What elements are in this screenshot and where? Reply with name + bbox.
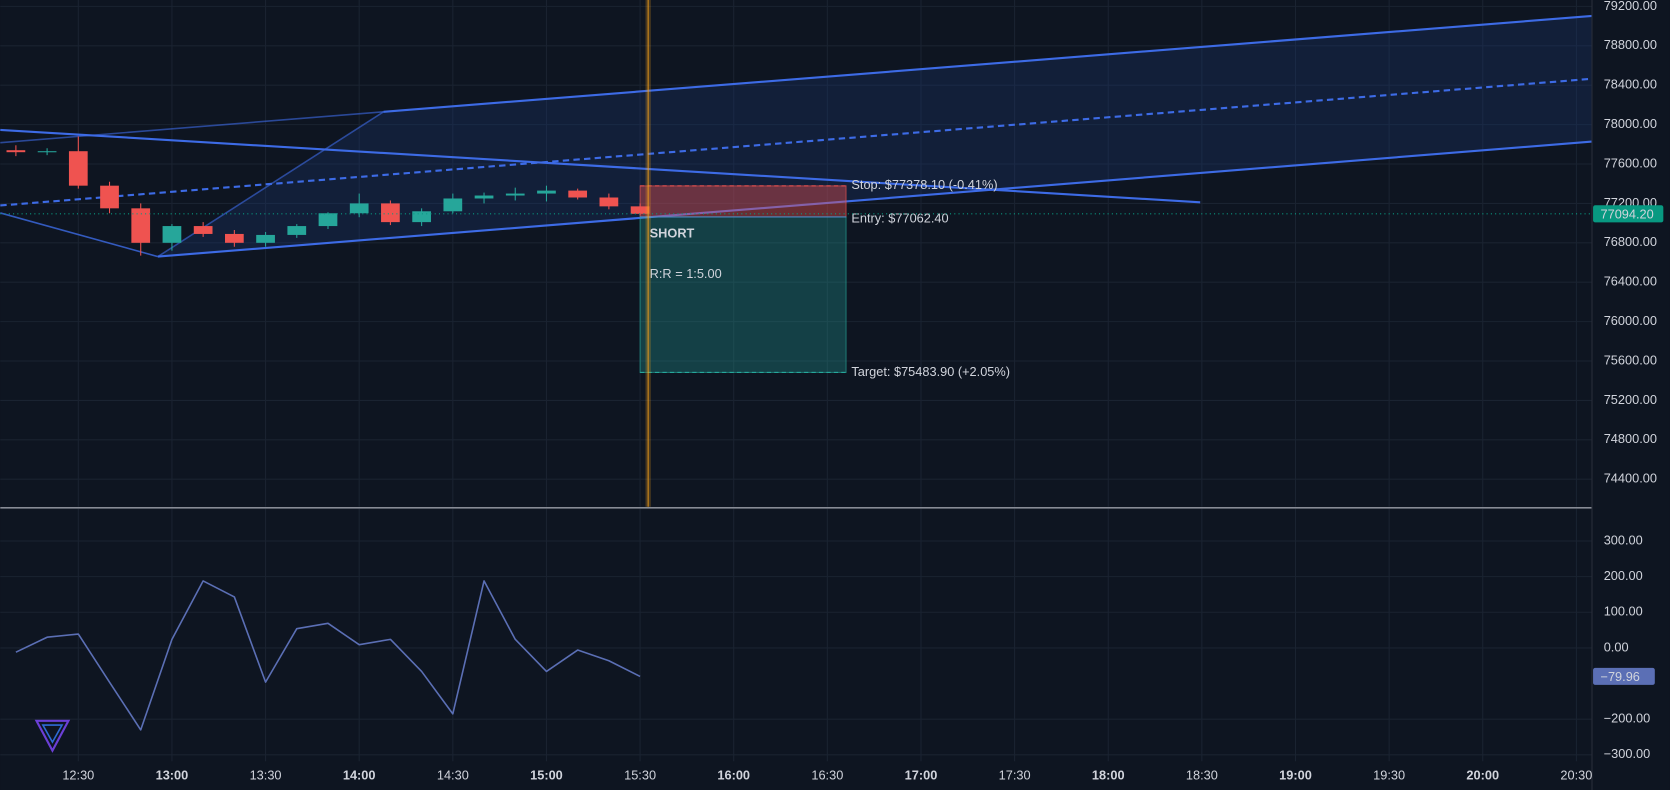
y-tick-label: 76000.00	[1604, 313, 1657, 328]
drawings	[0, 14, 1593, 258]
position-side: SHORT	[650, 225, 695, 240]
candle-body	[162, 226, 182, 243]
candle-body	[505, 193, 525, 196]
y-tick-label: 74400.00	[1604, 471, 1657, 486]
x-tick-label: 13:30	[250, 768, 282, 783]
y-tick-label: 79200.00	[1604, 0, 1657, 13]
candle-body	[630, 206, 650, 214]
candle-body	[6, 150, 26, 153]
logo-shape	[41, 724, 64, 744]
y-tick-label: 78400.00	[1604, 77, 1657, 92]
pitchfork-lower	[157, 140, 1593, 258]
x-tick-label: 13:00	[156, 768, 189, 783]
y-tick-label: 75200.00	[1604, 392, 1657, 407]
position-layer: Stop: $77378.10 (-0.41%) Entry: $77062.40…	[639, 177, 1010, 379]
candle-body	[599, 197, 619, 207]
x-tick-label: 18:00	[1092, 768, 1125, 783]
candle-body	[224, 233, 244, 243]
target-zone	[639, 216, 847, 373]
candle-body	[537, 190, 556, 194]
oscillator-line	[15, 580, 641, 731]
target-label: Target: $75483.90 (+2.05%)	[851, 364, 1010, 379]
pitchfork-handle	[0, 110, 384, 144]
trend-line	[0, 128, 1201, 204]
x-tick-label: 14:30	[437, 768, 469, 783]
x-tick-label: 14:00	[343, 768, 376, 783]
logo	[34, 719, 71, 753]
x-tick-label: 15:00	[530, 768, 563, 783]
stop-label: Stop: $77378.10 (-0.41%)	[851, 177, 997, 192]
x-tick-label: 20:00	[1466, 768, 1499, 783]
axis-layer: 74400.00 74800.00 75200.00 75600.00 76000.00…	[62, 0, 1664, 783]
x-tick-label: 16:30	[811, 768, 843, 783]
y-tick-label: 78000.00	[1604, 116, 1657, 131]
last-value-label: −79.96	[1601, 669, 1640, 684]
y-tick-label: 300.00	[1604, 532, 1643, 547]
x-tick-label: 17:00	[905, 768, 938, 783]
candle-body	[37, 151, 57, 153]
candle-body	[443, 198, 463, 212]
x-tick-label: 16:00	[717, 768, 750, 783]
candle-body	[381, 203, 400, 223]
y-tick-label: 200.00	[1604, 568, 1643, 583]
last-value-tag	[1593, 667, 1655, 685]
y-tick-label: 76800.00	[1604, 234, 1657, 249]
candle-body	[131, 208, 151, 243]
candle-body	[193, 226, 213, 234]
candle-body	[568, 190, 588, 198]
x-tick-label: 18:30	[1186, 768, 1218, 783]
x-tick-label: 15:30	[624, 768, 656, 783]
candle-body	[256, 234, 275, 243]
candle-body	[68, 151, 88, 186]
candle-body	[287, 226, 307, 235]
logo-shape	[34, 719, 71, 753]
grid-layer	[0, 0, 1592, 762]
y-tick-label: 74800.00	[1604, 431, 1657, 446]
y-tick-label: −200.00	[1604, 711, 1651, 726]
pitchfork-upper	[383, 14, 1593, 113]
plot-layer	[0, 136, 1592, 731]
candle-body	[349, 203, 369, 214]
y-tick-label: 0.00	[1604, 639, 1629, 654]
x-tick-label: 12:30	[62, 768, 94, 783]
candle-body	[318, 213, 338, 227]
risk-reward: R:R = 1:5.00	[650, 266, 722, 281]
x-tick-label: 17:30	[999, 768, 1031, 783]
y-tick-label: 75600.00	[1604, 352, 1657, 367]
y-tick-label: 78800.00	[1604, 37, 1657, 52]
last-price-tag	[1593, 205, 1664, 223]
y-tick-label: −300.00	[1604, 746, 1651, 761]
candle-body	[100, 185, 119, 209]
last-price-label: 77094.20	[1601, 206, 1654, 221]
candle-body	[474, 195, 494, 199]
trend-line	[0, 212, 159, 258]
x-tick-label: 19:30	[1373, 768, 1405, 783]
y-tick-label: 100.00	[1604, 604, 1643, 619]
x-tick-label: 20:30	[1560, 768, 1592, 783]
x-tick-label: 19:00	[1279, 768, 1312, 783]
stop-zone	[639, 185, 847, 218]
candle-body	[412, 211, 431, 223]
y-tick-label: 77600.00	[1604, 155, 1657, 170]
entry-label: Entry: $77062.40	[851, 210, 948, 225]
y-tick-label: 76400.00	[1604, 274, 1657, 289]
